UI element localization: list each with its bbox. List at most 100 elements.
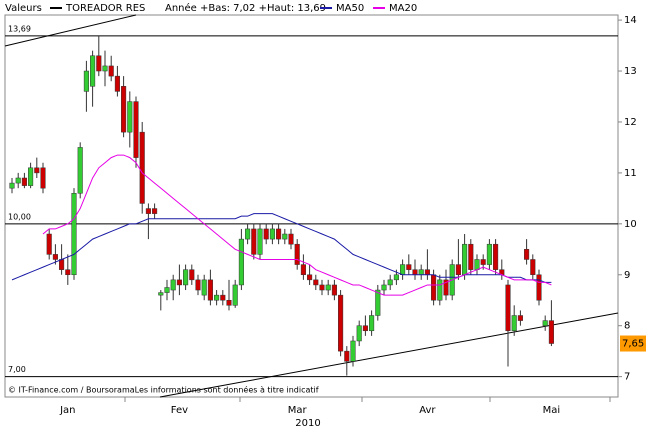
candle-body (362, 325, 368, 332)
candle-body (96, 55, 102, 72)
candle-body (350, 340, 356, 362)
candle-body (183, 269, 189, 286)
candle-body (276, 228, 282, 240)
candle-body (121, 86, 127, 133)
x-tick-label: Mar (288, 405, 308, 416)
candle-body (269, 228, 275, 240)
candle-body (381, 284, 387, 291)
candle-body (474, 259, 480, 270)
candle-body (145, 208, 151, 214)
candle-body (90, 55, 96, 87)
candle-body (505, 284, 511, 332)
candle-body (226, 299, 232, 306)
candle-body (238, 238, 244, 286)
candle-body (102, 65, 108, 72)
candle-body (114, 75, 120, 92)
candle-body (158, 292, 164, 296)
candle-body (437, 279, 443, 301)
candle-body (375, 289, 381, 316)
candle-body (443, 279, 449, 296)
candle-body (220, 294, 226, 301)
candle-body (207, 279, 213, 301)
candle-body (282, 233, 288, 240)
candle-body (263, 228, 269, 240)
last-price-tag (620, 335, 646, 352)
candle-body (542, 320, 548, 326)
ma-line (42, 154, 552, 296)
year-label: 2010 (295, 418, 320, 427)
candle-body (288, 233, 294, 245)
y-tick-label: 11 (624, 168, 637, 179)
candle-body (517, 315, 523, 321)
candle-body (133, 101, 139, 158)
candle-body (356, 325, 362, 342)
candle-body (170, 279, 176, 291)
candle-body (195, 279, 201, 291)
candle-body (530, 259, 536, 276)
candle-body (468, 243, 474, 270)
candle-body (369, 315, 375, 332)
candle-body (486, 243, 492, 265)
last-price-label: 7,65 (622, 339, 644, 350)
x-tick-label: Fev (171, 405, 188, 416)
x-tick-label: Avr (419, 405, 436, 416)
candle-body (548, 320, 554, 344)
candle-body (46, 233, 52, 255)
y-tick-label: 9 (624, 270, 630, 281)
candle-body (524, 249, 530, 260)
candle-body (176, 279, 182, 286)
footer: © IT-Finance.com / BoursoramaLes informa… (8, 385, 319, 395)
candle-body (15, 177, 21, 184)
y-tick-label: 14 (624, 15, 637, 26)
candle-body (83, 70, 89, 92)
candle-body (431, 274, 437, 301)
candle-body (294, 243, 300, 265)
candle-body (251, 228, 257, 255)
candle-body (164, 287, 170, 293)
level-label: 7,00 (8, 365, 26, 374)
candle-body (9, 182, 15, 189)
candle-body (331, 284, 337, 296)
candle-body (406, 264, 412, 270)
candle-body (77, 147, 83, 194)
x-tick-label: Mai (543, 405, 561, 416)
candle-body (338, 294, 344, 352)
candle-body (245, 228, 251, 240)
candle-body (418, 269, 424, 276)
candle-body (28, 167, 34, 186)
candle-body (462, 243, 468, 276)
candle-body (344, 350, 350, 362)
x-tick-label: Jan (59, 405, 75, 416)
candle-body (325, 284, 331, 291)
subtitle: Année +Bas: 7,02 +Haut: 13,69 (165, 2, 326, 14)
y-tick-label: 8 (624, 321, 630, 332)
header: Valeurs (5, 3, 42, 14)
y-tick-label: 7 (624, 372, 630, 383)
candle-body (536, 274, 542, 301)
candle-body (300, 264, 306, 276)
candle-body (455, 264, 461, 276)
level-label: 13,69 (8, 24, 31, 33)
candle-body (139, 131, 145, 204)
trend-line (159, 312, 619, 398)
candle-body (214, 294, 220, 301)
candle-body (65, 269, 71, 276)
candle-body (189, 269, 195, 281)
trend-line (4, 14, 137, 47)
candle-body (52, 254, 58, 260)
candle-body (71, 193, 77, 276)
plot-frame (4, 14, 619, 398)
candle-body (480, 259, 486, 265)
level-label: 10,00 (8, 212, 31, 221)
candle-body (307, 274, 313, 281)
y-tick-label: 13 (624, 66, 637, 77)
candle-body (319, 284, 325, 291)
legend-label: TOREADOR RES (65, 3, 145, 14)
candle-body (108, 65, 114, 77)
y-tick-label: 12 (624, 117, 637, 128)
candle-body (59, 259, 65, 270)
candle-body (257, 228, 263, 255)
legend-label: MA50 (336, 3, 364, 14)
legend-label: MA20 (389, 3, 417, 14)
